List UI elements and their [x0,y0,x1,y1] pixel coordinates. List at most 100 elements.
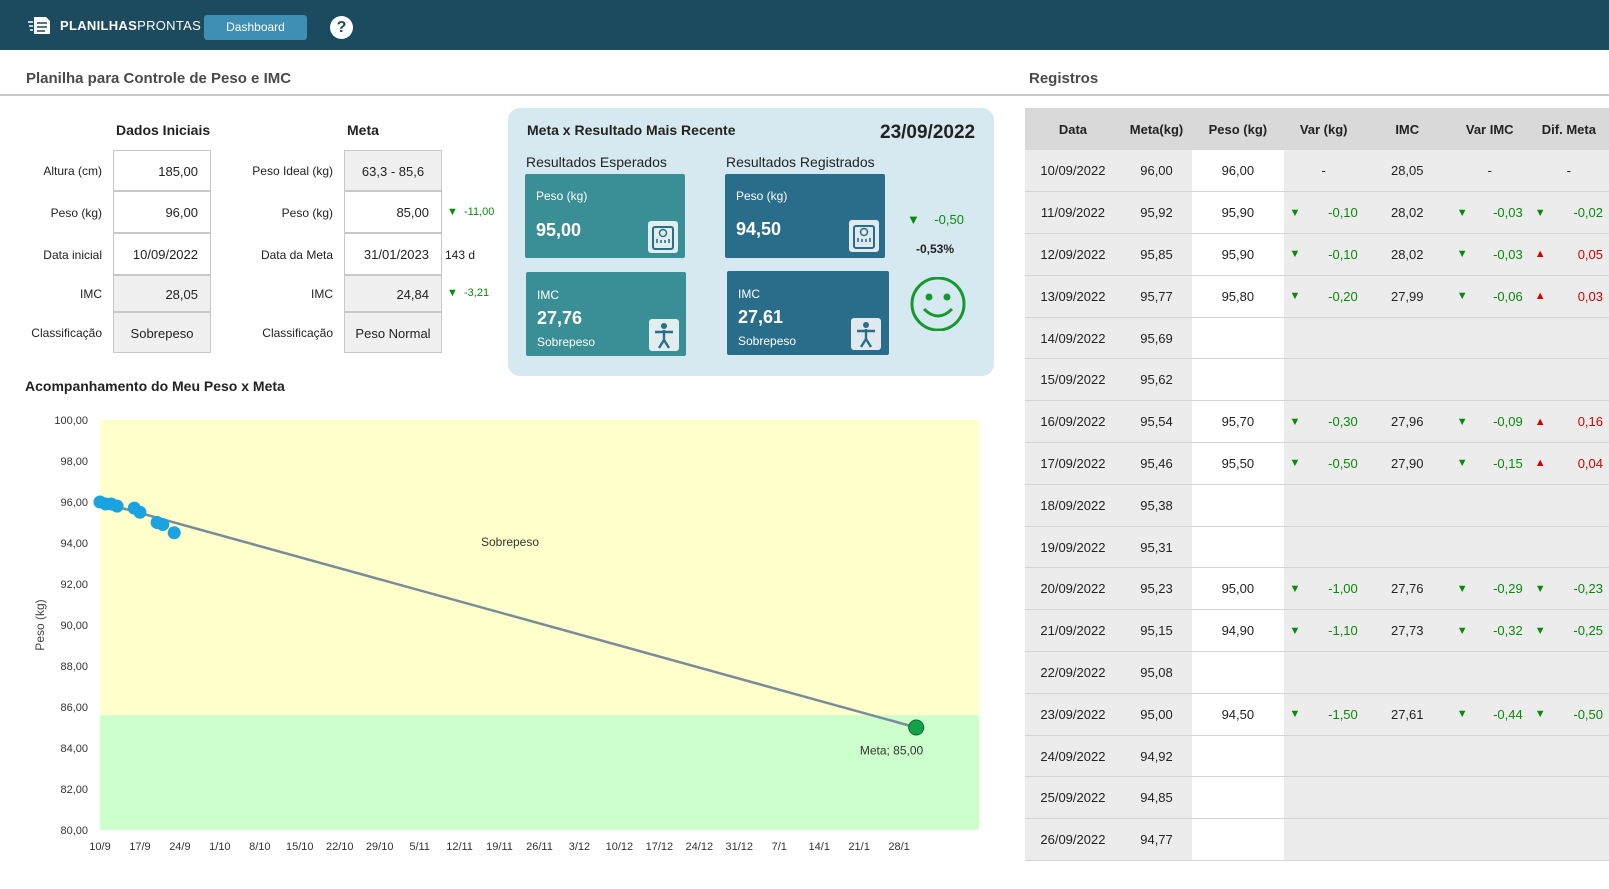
down-arrow-icon: ▼ [1289,457,1301,470]
data-inicial-field[interactable]: 10/09/2022 [113,233,211,275]
dif-meta-value: 0,05 [1577,246,1603,262]
peso-ideal-label: Peso Ideal (kg) [252,164,333,178]
dif-meta-value: -0,02 [1573,205,1603,221]
var-value: -0,10 [1328,205,1358,221]
peso-meta-label: Peso (kg) [281,206,333,220]
brand-logo[interactable]: PLANILHAS PRONTAS [28,12,201,38]
weight-point [110,499,124,513]
x-tick-label: 14/1 [808,841,829,853]
imc-cell [1363,776,1451,820]
dif-meta-cell [1528,358,1609,402]
classificacao-meta-value: Peso Normal [344,312,442,353]
resultado-title: Meta x Resultado Mais Recente [527,122,736,138]
var-cell: ▼ -0,10 [1283,191,1364,235]
var-imc-value: -0,03 [1493,246,1523,262]
registrado-imc-value: 27,61 [738,307,784,327]
down-arrow-icon: ▼ [1456,290,1468,303]
dif-meta-cell: ▲ 0,05 [1528,233,1609,276]
down-arrow-icon: ▼ [1456,248,1468,261]
var-imc-cell: ▼ -0,15 [1450,442,1529,485]
x-tick-label: 3/12 [569,841,590,853]
var-imc-cell: ▼ -0,06 [1450,275,1529,318]
classificacao-meta-label: Classificação [262,326,333,340]
y-tick-label: 90,00 [60,620,88,632]
help-icon[interactable]: ? [330,16,353,39]
x-tick-label: 8/10 [249,841,270,853]
date-cell: 22/09/2022 [1025,651,1121,694]
peso-cell[interactable]: 95,90 [1192,191,1284,235]
peso-cell[interactable] [1192,317,1284,360]
dif-meta-cell: ▲ 0,03 [1528,275,1609,318]
peso-inicial-field[interactable]: 96,00 [113,191,211,233]
x-tick-label: 31/12 [726,841,754,853]
date-cell: 17/09/2022 [1025,442,1121,485]
column-header[interactable]: Dif. Meta [1528,108,1609,150]
var-imc-cell: ▼ -0,44 [1450,693,1529,736]
down-arrow-icon: ▼ [1456,708,1468,721]
var-imc-value: -0,15 [1493,455,1523,471]
esperado-peso-label: Peso (kg) [536,189,588,203]
x-tick-label: 5/11 [409,841,430,853]
table-row: 24/09/2022 94,92 [1025,735,1609,778]
peso-cell[interactable]: 95,90 [1192,233,1284,276]
peso-cell[interactable] [1192,776,1284,820]
x-tick-label: 22/10 [326,841,354,853]
peso-meta-diff-value: -11,00 [464,206,495,218]
column-header[interactable]: Var IMC [1450,108,1529,150]
table-row: 25/09/2022 94,85 [1025,776,1609,820]
imc-cell: 27,99 [1363,275,1451,318]
imc-meta-diff: ▼ -3,21 [447,287,489,299]
var-imc-cell: ▼ -0,32 [1450,609,1529,653]
x-tick-label: 1/10 [209,841,230,853]
column-header[interactable]: Data [1025,108,1121,150]
imc-cell: 28,05 [1363,150,1451,193]
peso-cell[interactable]: 94,50 [1192,693,1284,736]
dif-meta-cell: ▼ -0,02 [1528,191,1609,235]
x-tick-label: 17/12 [646,841,674,853]
var-imc-value: -0,03 [1493,205,1523,221]
column-header[interactable]: Var (kg) [1283,108,1364,150]
dashboard-button[interactable]: Dashboard [204,15,307,40]
column-header[interactable]: Peso (kg) [1192,108,1284,150]
peso-cell[interactable] [1192,358,1284,402]
peso-cell[interactable] [1192,818,1284,862]
down-arrow-icon: ▼ [1534,206,1546,219]
date-cell: 15/09/2022 [1025,358,1121,402]
peso-cell[interactable] [1192,735,1284,778]
down-arrow-icon: ▼ [1534,708,1546,721]
peso-meta-field[interactable]: 85,00 [344,191,442,233]
peso-cell[interactable]: 95,80 [1192,275,1284,318]
date-cell: 21/09/2022 [1025,609,1121,653]
weight-point [167,526,181,540]
meta-cell: 95,31 [1120,526,1193,569]
column-header[interactable]: IMC [1363,108,1451,150]
peso-cell[interactable]: 94,90 [1192,609,1284,653]
normal-zone [100,715,979,830]
imc-meta-label: IMC [311,287,333,301]
peso-cell[interactable]: 95,00 [1192,567,1284,611]
peso-cell[interactable] [1192,651,1284,694]
down-arrow-icon: ▼ [1456,206,1468,219]
altura-field[interactable]: 185,00 [113,150,211,191]
var-imc-cell [1450,776,1529,820]
imc-cell: 27,73 [1363,609,1451,653]
date-cell: 23/09/2022 [1025,693,1121,736]
data-meta-field[interactable]: 31/01/2023 [344,233,442,275]
down-arrow-icon: ▼ [447,287,458,299]
imc-cell: 28,02 [1363,233,1451,276]
peso-cell[interactable]: 95,70 [1192,400,1284,444]
peso-cell[interactable]: 96,00 [1192,150,1284,193]
column-header[interactable]: Meta(kg) [1120,108,1193,150]
meta-cell: 94,85 [1120,776,1193,820]
date-cell: 13/09/2022 [1025,275,1121,318]
peso-cell[interactable] [1192,526,1284,569]
var-cell: ▼ -1,10 [1283,609,1364,653]
imc-cell: 27,76 [1363,567,1451,611]
peso-cell[interactable]: 95,50 [1192,442,1284,485]
imc-cell [1363,526,1451,569]
table-row: 18/09/2022 95,38 [1025,484,1609,527]
down-arrow-icon: ▼ [1289,415,1301,428]
x-tick-label: 26/11 [526,841,553,853]
down-arrow-icon: ▼ [1289,290,1301,303]
peso-cell[interactable] [1192,484,1284,527]
